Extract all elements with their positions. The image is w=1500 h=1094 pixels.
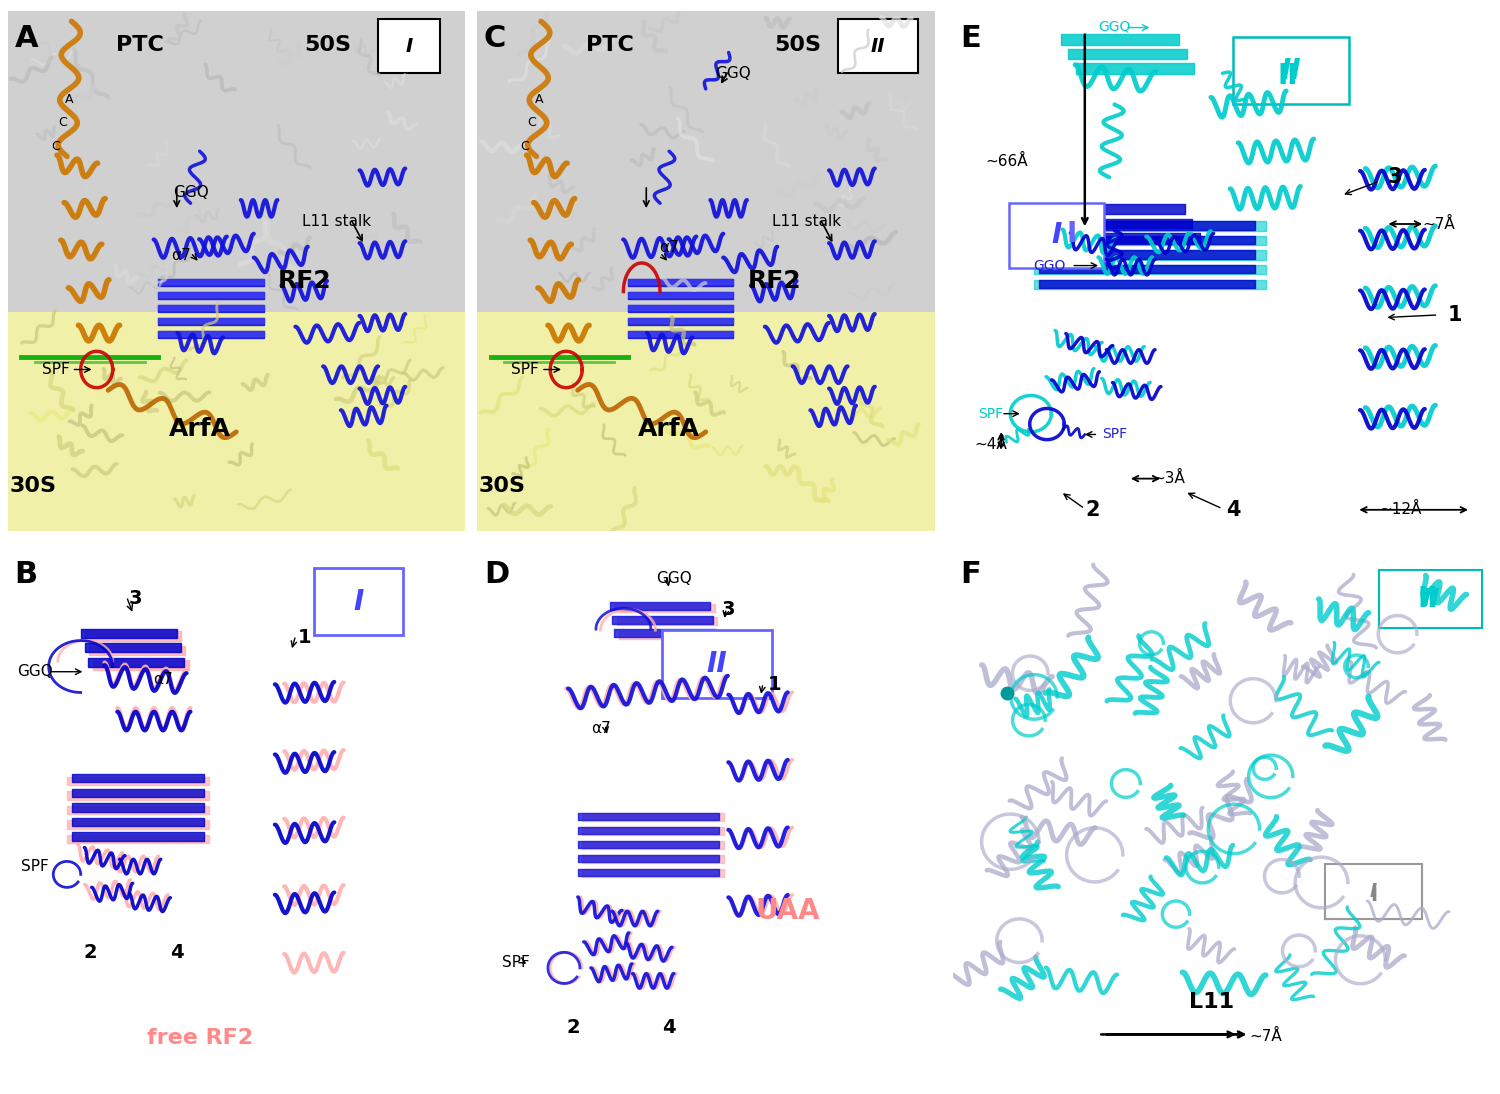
Text: GGQ: GGQ: [16, 664, 53, 679]
Text: SPF: SPF: [512, 362, 538, 377]
FancyBboxPatch shape: [663, 630, 772, 698]
Text: I: I: [1370, 882, 1377, 901]
Text: ~4Å: ~4Å: [974, 438, 1006, 452]
Text: 4: 4: [663, 1019, 676, 1037]
Text: 30S: 30S: [478, 476, 525, 497]
Text: GGQ: GGQ: [172, 185, 208, 200]
Bar: [8, 11, 465, 313]
Text: SPF: SPF: [978, 407, 1004, 421]
Text: I: I: [352, 587, 363, 616]
Text: C: C: [58, 116, 68, 129]
Text: I: I: [1066, 220, 1077, 248]
FancyBboxPatch shape: [1378, 573, 1476, 628]
Text: 2: 2: [567, 1019, 580, 1037]
Text: UAA: UAA: [756, 897, 820, 924]
Text: 3: 3: [129, 590, 142, 608]
Text: II: II: [1276, 62, 1298, 90]
Text: A: A: [534, 93, 543, 106]
Text: PTC: PTC: [585, 35, 633, 55]
Text: 50S: 50S: [774, 35, 820, 55]
FancyBboxPatch shape: [1324, 864, 1422, 919]
FancyBboxPatch shape: [839, 19, 918, 73]
Text: SPF: SPF: [503, 955, 530, 970]
Text: RF2: RF2: [278, 269, 332, 293]
FancyBboxPatch shape: [1378, 570, 1482, 628]
Text: A: A: [15, 24, 38, 53]
Text: L11 stalk: L11 stalk: [772, 214, 842, 229]
Text: SPF: SPF: [1102, 428, 1126, 442]
Text: C: C: [484, 24, 506, 53]
Text: II: II: [706, 650, 728, 678]
Text: F: F: [960, 560, 981, 589]
Text: α7: α7: [591, 721, 610, 736]
Text: II: II: [1418, 585, 1438, 613]
Text: SPF: SPF: [42, 362, 69, 377]
Text: 3: 3: [722, 600, 735, 619]
Text: 2: 2: [82, 943, 96, 962]
Text: 1: 1: [298, 628, 312, 648]
Text: ~7Å: ~7Å: [1250, 1029, 1282, 1044]
Text: D: D: [484, 560, 508, 589]
Text: II: II: [1281, 57, 1302, 84]
Text: ArfA: ArfA: [168, 417, 231, 441]
Text: α7: α7: [660, 240, 680, 255]
Text: 1: 1: [1448, 305, 1462, 325]
Text: ~12Å: ~12Å: [1380, 502, 1422, 517]
Bar: [8, 313, 465, 531]
Text: 4: 4: [170, 943, 183, 962]
Text: GGQ: GGQ: [716, 66, 752, 81]
Text: B: B: [15, 560, 38, 589]
Bar: [477, 313, 934, 531]
Text: E: E: [960, 24, 981, 53]
Text: 3: 3: [1388, 167, 1402, 187]
Text: C: C: [51, 140, 60, 152]
Text: C: C: [520, 140, 530, 152]
Text: A: A: [64, 93, 74, 106]
Text: ArfA: ArfA: [638, 417, 700, 441]
FancyBboxPatch shape: [1324, 869, 1418, 919]
Text: GGQ: GGQ: [1034, 258, 1066, 272]
Text: I: I: [405, 37, 412, 56]
Text: ~7Å: ~7Å: [1422, 217, 1455, 232]
Text: 1: 1: [768, 675, 782, 695]
FancyBboxPatch shape: [378, 19, 440, 73]
FancyBboxPatch shape: [314, 568, 404, 636]
Text: ~66Å: ~66Å: [986, 154, 1028, 170]
Text: C: C: [528, 116, 537, 129]
Text: GGQ: GGQ: [1098, 20, 1131, 34]
Bar: [477, 11, 934, 313]
Text: ~3Å: ~3Å: [1152, 472, 1185, 486]
Text: II: II: [871, 37, 885, 56]
Text: L11: L11: [1190, 991, 1234, 1012]
Text: 4: 4: [1226, 500, 1240, 520]
Text: I: I: [1052, 221, 1062, 249]
Text: II: II: [1420, 587, 1440, 610]
Text: L11 stalk: L11 stalk: [303, 214, 372, 229]
Text: I: I: [1370, 886, 1377, 905]
Text: 2: 2: [1086, 500, 1100, 520]
FancyBboxPatch shape: [1010, 203, 1104, 268]
Text: RF2: RF2: [747, 269, 801, 293]
Text: SPF: SPF: [21, 859, 50, 874]
Text: α7: α7: [171, 247, 190, 263]
FancyBboxPatch shape: [1233, 37, 1350, 105]
Text: GGQ: GGQ: [656, 571, 692, 585]
Text: α7: α7: [153, 672, 173, 687]
Text: PTC: PTC: [116, 35, 164, 55]
Text: 50S: 50S: [304, 35, 351, 55]
Text: free RF2: free RF2: [147, 1028, 252, 1048]
Text: 30S: 30S: [9, 476, 56, 497]
